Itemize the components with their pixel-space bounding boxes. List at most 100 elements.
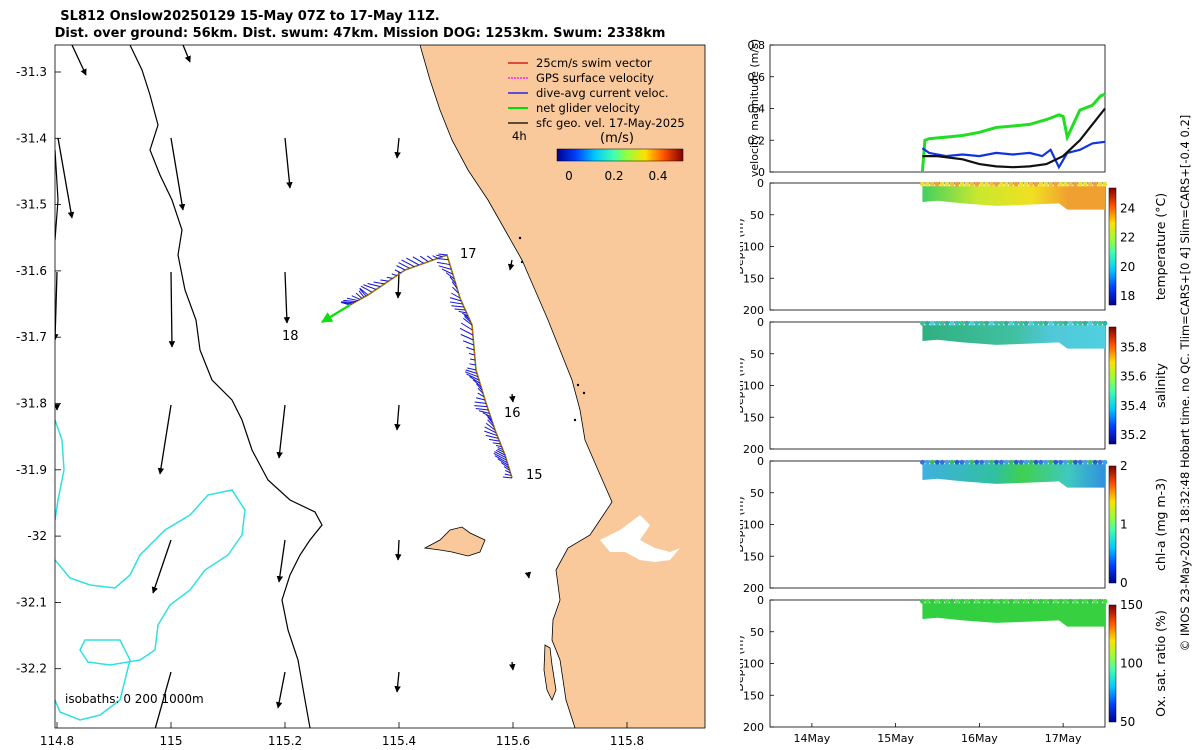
geo-arrow [276,404,286,459]
side-note: © IMOS 23-May-2025 18:32:48 Hobart time.… [1178,115,1192,652]
dive-vector [419,255,429,263]
surface-dot [929,459,935,465]
surface-dot [998,459,1004,465]
dive-vector [475,408,489,411]
surface-dot [1033,459,1039,465]
surface-dot [1003,598,1009,604]
surface-dot [1003,181,1009,187]
dive-vector [497,448,505,453]
surface-dot [984,181,989,187]
surface-dot [998,181,1004,187]
dive-vector [493,452,507,461]
surface-dot [1018,320,1024,326]
colorbar-tick-label: 50 [1120,715,1135,729]
surface-dot [920,320,925,326]
surface-dot [994,598,999,604]
depth-ylabel: Depth (m) [740,357,746,413]
depth-ylabel: Depth (m) [740,635,746,691]
surface-dot [1072,598,1078,604]
surface-dot [934,459,940,465]
depth-tick-label: 150 [743,411,764,424]
geo-arrow [275,671,286,709]
surface-dot [1023,181,1029,187]
day-label-17: 17 [460,247,477,262]
day-label-16: 16 [504,406,521,421]
dive-vector [466,346,475,351]
dive-vector [341,301,355,304]
dive-vector [466,373,480,381]
dive-vector [451,281,458,289]
lat-tick-label: -32 [27,529,47,543]
lat-tick-label: -32.1 [16,595,47,609]
surface-dot [1082,320,1088,326]
surface-dot [1053,459,1059,465]
surface-dot [920,459,925,465]
surface-dot [974,598,980,604]
dive-vector [477,387,484,394]
dive-vector [469,363,476,366]
surface-dot [929,181,935,187]
depth-tick-label: 50 [750,209,764,222]
surface-dot [1038,598,1044,604]
surface-dot [1063,598,1068,604]
surface-dot [998,598,1004,604]
dive-vector [452,286,459,294]
surface-dot [949,320,955,326]
rock [518,236,522,240]
dive-vector [495,449,506,456]
depth-tick-label: 200 [743,582,764,595]
dive-vector [484,426,497,434]
depth-tick-label: 150 [743,272,764,285]
profile-fill [922,186,1105,210]
surface-dot [1097,598,1103,604]
dive-vector [495,445,502,448]
surface-dot [1068,181,1073,187]
lat-tick-label: -31.6 [16,264,47,278]
surface-dot [1097,181,1103,187]
dive-vector [475,383,483,391]
geo-arrow [182,45,191,63]
geo-arrow [71,45,87,76]
dive-vector [463,317,473,326]
surface-dot [924,459,930,465]
surface-dot [1033,181,1039,187]
vel-series-net [920,92,1106,173]
surface-dot [1092,320,1098,326]
dive-vector [482,412,491,418]
dive-vector [437,258,449,261]
colorbar-tick: 0 [565,169,573,183]
depth-panel-2: 0 50 100 150 200 Depth (m) 35.2 35.4 35.6 35.8 sal… [740,316,1168,456]
depth-tick-label: 150 [743,689,764,702]
dive-vector [391,273,397,277]
time-tick-label: 14May [794,732,831,745]
depth-ylabel: Depth (m) [740,218,746,274]
surface-dot [964,598,970,604]
surface-dot [1023,320,1029,326]
surface-dot [1092,459,1098,465]
dive-vector [367,282,381,288]
lat-tick-label: -31.7 [16,330,47,344]
dive-vector [380,279,389,282]
surface-dot [1048,181,1054,187]
dive-vector [487,419,495,428]
vel-tick-label: 0 [758,166,765,179]
geo-arrow [507,259,515,271]
colorbar-tick: 0.2 [604,169,623,183]
lat-tick-label: -31.9 [16,463,47,477]
colorbar-title: (m/s) [600,131,634,146]
dive-vector [426,255,434,261]
depth-tick-label: 200 [743,721,764,734]
dive-vector [497,458,509,466]
surface-dot [1013,598,1019,604]
surface-dot [920,598,925,604]
colorbar-tick-label: 24 [1120,201,1135,215]
vel-series-dive-avg [921,140,1106,170]
surface-dot [1018,459,1024,465]
geo-arrow [394,671,401,693]
island [423,526,486,557]
surface-dot [1028,598,1034,604]
map-panel: 17 18 16 15 25cm/s swim vector GPS surfa… [16,44,706,748]
geo-arrow [276,539,286,583]
lon-tick-label: 115.6 [496,734,530,748]
surface-dot [1077,598,1083,604]
